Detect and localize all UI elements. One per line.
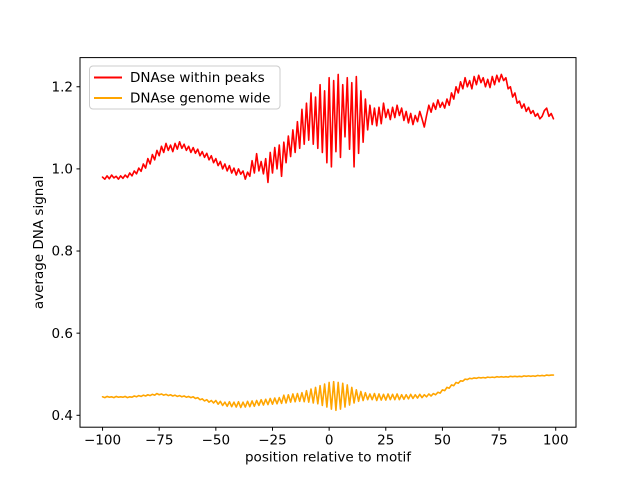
y-tick-label: 0.8 bbox=[52, 244, 73, 260]
series-line-dnase-genome-wide bbox=[101, 374, 555, 412]
y-tick-label: 1.0 bbox=[52, 162, 73, 178]
y-tick-label: 0.6 bbox=[52, 326, 73, 342]
y-tick-label: 0.4 bbox=[52, 408, 73, 424]
x-tick-label: −100 bbox=[84, 433, 121, 449]
x-tick-label: 0 bbox=[325, 433, 334, 449]
legend-label-dnase-genome-wide: DNAse genome wide bbox=[130, 91, 270, 107]
plot-area: −100 −75 −50 −25 0 25 50 75 100 0.4 0.6 0.8 1.0 1.2 DN… bbox=[52, 57, 577, 449]
legend-label-dnase-within-peaks: DNAse within peaks bbox=[130, 70, 265, 86]
x-tick-label: 75 bbox=[490, 433, 507, 449]
y-axis-label: average DNA signal bbox=[31, 176, 47, 310]
x-tick-label: −50 bbox=[202, 433, 231, 449]
legend-box bbox=[89, 65, 281, 110]
x-tick-label: 25 bbox=[377, 433, 394, 449]
y-tick-label: 1.2 bbox=[52, 79, 73, 95]
x-tick-label: 100 bbox=[543, 433, 569, 449]
x-axis-label: position relative to motif bbox=[245, 450, 412, 466]
x-tick-label: −25 bbox=[258, 433, 287, 449]
x-tick-label: 50 bbox=[434, 433, 451, 449]
axes-spines bbox=[79, 57, 577, 428]
series-line-dnase-within-peaks bbox=[101, 73, 555, 184]
x-tick-label: −75 bbox=[145, 433, 174, 449]
